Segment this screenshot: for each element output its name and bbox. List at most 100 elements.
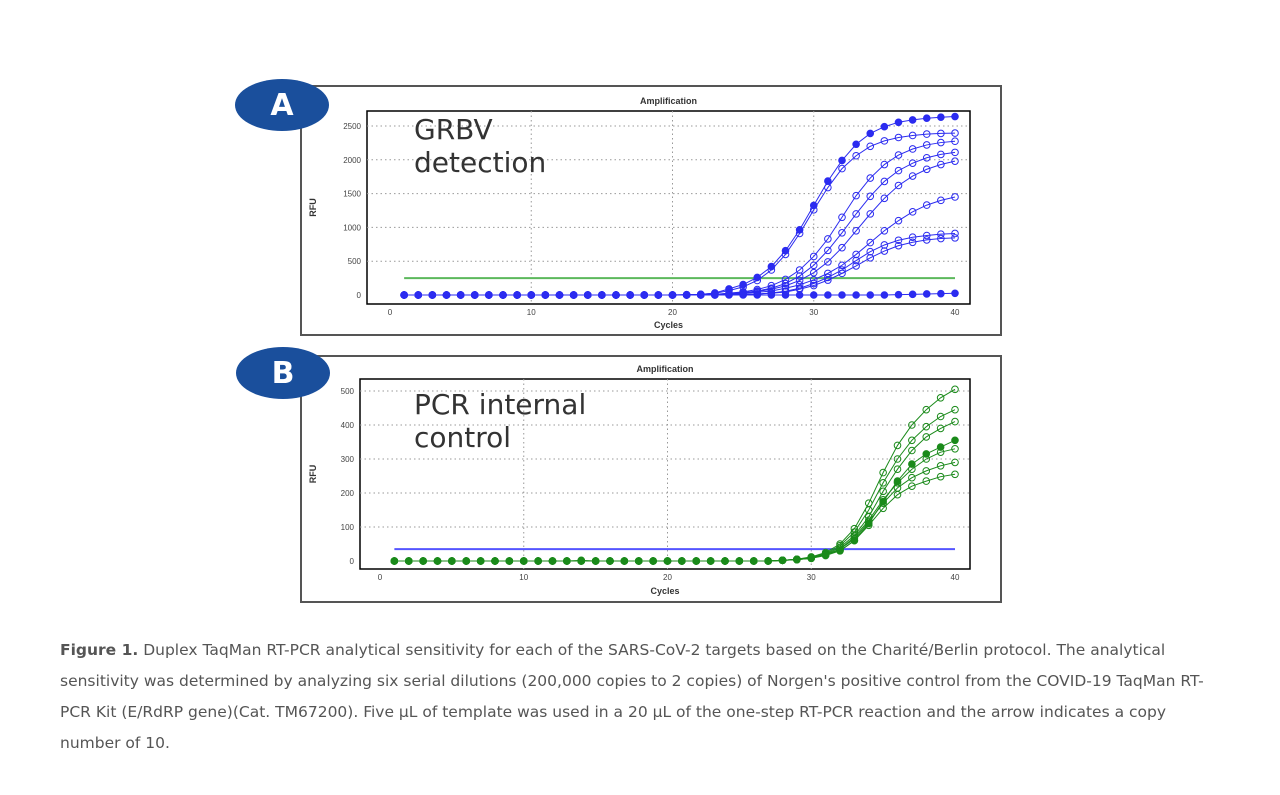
- data-point: [951, 137, 959, 146]
- x-tick-label: 10: [519, 573, 528, 582]
- data-point: [922, 141, 931, 149]
- data-point: [936, 394, 945, 402]
- data-point: [936, 443, 945, 451]
- data-point: [640, 291, 649, 299]
- data-point: [781, 250, 790, 259]
- x-tick-label: 30: [809, 308, 818, 317]
- x-tick-label: 40: [951, 308, 960, 317]
- data-point: [936, 424, 945, 433]
- data-point: [951, 229, 959, 238]
- data-point: [951, 112, 959, 121]
- x-tick-label: 30: [807, 573, 816, 582]
- data-point: [908, 482, 916, 490]
- panel-badge-b: B: [236, 347, 330, 399]
- data-point: [850, 536, 859, 545]
- data-point: [937, 196, 945, 205]
- data-point: [739, 291, 747, 299]
- chart-panel-a: Amplification Cycles RFU 0 10 20 30 40 0 500 1000 1…: [300, 85, 1002, 336]
- data-point: [462, 557, 471, 565]
- data-point: [937, 150, 945, 159]
- data-point: [922, 114, 931, 123]
- data-point: [879, 499, 887, 507]
- data-point: [951, 417, 959, 426]
- data-point: [880, 291, 889, 299]
- data-point: [838, 261, 846, 270]
- data-point: [428, 291, 437, 299]
- chart-title: Amplification: [640, 96, 697, 106]
- data-point: [824, 183, 832, 192]
- data-point: [908, 290, 917, 299]
- data-point: [908, 421, 916, 429]
- data-point: [894, 151, 903, 159]
- data-point: [908, 238, 917, 247]
- data-point: [668, 291, 677, 299]
- data-point: [527, 291, 536, 299]
- data-point: [620, 557, 629, 565]
- data-point: [764, 557, 772, 565]
- data-point: [880, 194, 889, 203]
- data-point: [908, 233, 917, 242]
- data-point: [893, 455, 902, 463]
- data-point: [852, 140, 860, 149]
- data-point: [838, 291, 846, 299]
- chart-panel-b: Amplification Cycles RFU 0 10 20 30 40 0 100 200 30…: [300, 355, 1002, 603]
- x-tick-label: 20: [668, 308, 677, 317]
- data-point: [555, 291, 564, 299]
- data-point: [807, 554, 816, 563]
- data-point: [821, 551, 830, 560]
- data-point: [951, 193, 959, 201]
- data-point: [937, 289, 945, 298]
- data-point: [866, 192, 875, 201]
- data-point: [894, 181, 903, 190]
- data-point: [880, 247, 889, 255]
- plot-frame: [359, 378, 971, 570]
- data-point: [485, 291, 493, 299]
- y-tick-label: 0: [357, 291, 362, 300]
- data-point: [781, 282, 790, 290]
- data-point: [866, 254, 875, 262]
- series-line-7: [394, 473, 956, 562]
- data-point: [951, 405, 959, 414]
- data-point: [908, 465, 916, 473]
- data-point: [470, 291, 479, 299]
- y-tick-label: 0: [350, 557, 355, 566]
- data-point: [893, 465, 902, 473]
- data-point: [894, 236, 903, 245]
- data-point: [951, 436, 959, 445]
- data-point: [809, 279, 818, 288]
- data-point: [852, 151, 860, 160]
- data-point: [922, 422, 931, 431]
- data-point: [824, 177, 832, 185]
- data-point: [894, 118, 903, 127]
- data-point: [922, 450, 931, 458]
- data-point: [922, 130, 931, 138]
- data-point: [866, 238, 875, 247]
- data-point: [951, 470, 959, 479]
- data-point: [390, 557, 399, 565]
- data-point: [563, 557, 571, 565]
- panel-a-label-line1: GRBV: [414, 113, 493, 146]
- data-point: [908, 159, 917, 167]
- data-point: [706, 557, 715, 565]
- data-point: [767, 291, 776, 299]
- data-point: [778, 556, 787, 565]
- data-point: [649, 557, 657, 565]
- data-point: [880, 137, 889, 145]
- data-point: [824, 291, 832, 299]
- data-point: [880, 241, 889, 249]
- data-point: [591, 557, 600, 565]
- data-point: [936, 448, 945, 456]
- data-point: [937, 230, 945, 238]
- data-point: [866, 129, 875, 138]
- data-point: [682, 291, 691, 299]
- series-line-5: [404, 160, 956, 296]
- panel-a-label: GRBV detection: [414, 113, 546, 179]
- data-point: [836, 547, 844, 555]
- data-point: [824, 258, 832, 266]
- data-point: [753, 276, 762, 285]
- data-point: [936, 462, 945, 470]
- data-point: [922, 467, 931, 475]
- data-point: [894, 290, 903, 299]
- data-point: [880, 122, 889, 131]
